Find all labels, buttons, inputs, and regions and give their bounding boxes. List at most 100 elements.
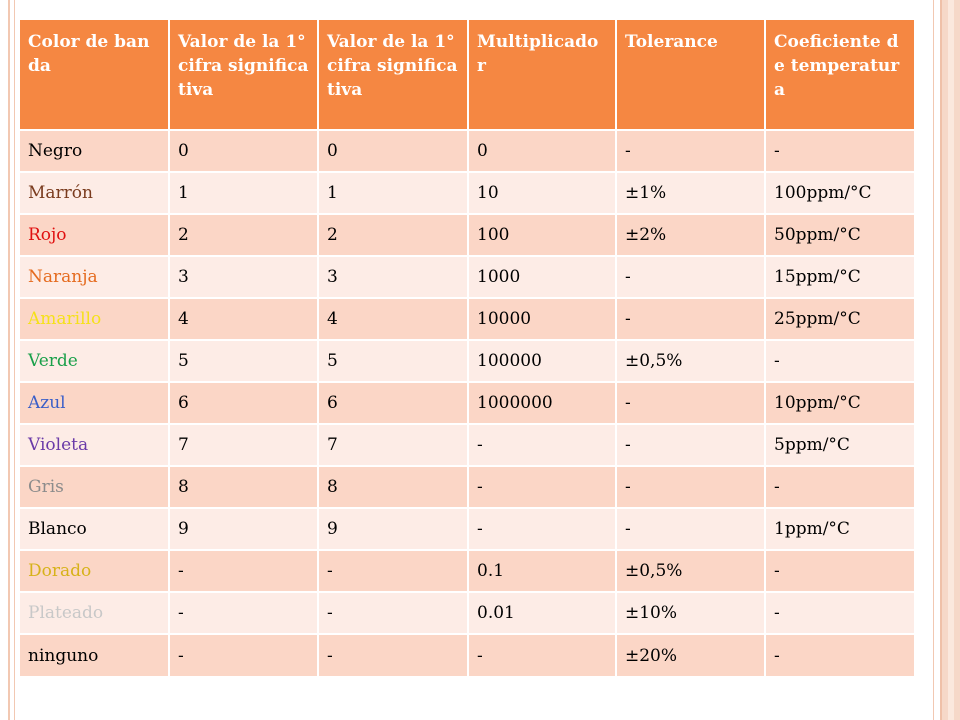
- cell-second-digit: 3: [318, 255, 469, 298]
- cell-second-digit: -: [318, 591, 469, 634]
- cell-first-digit: 3: [169, 255, 319, 298]
- cell-first-digit: 8: [169, 465, 319, 508]
- cell-second-digit: 6: [318, 381, 469, 424]
- cell-color-name: Negro: [20, 129, 170, 172]
- cell-first-digit: 6: [169, 381, 319, 424]
- cell-tolerance: -: [616, 381, 766, 424]
- cell-first-digit: 2: [169, 213, 319, 256]
- header-second-digit: Valor de la 1°cifra significativa: [318, 20, 469, 130]
- cell-color-name: Naranja: [20, 255, 170, 298]
- table-header-row: Color de banda Valor de la 1°cifra signi…: [20, 20, 914, 130]
- cell-multiplier: 10000: [468, 297, 617, 340]
- cell-second-digit: -: [318, 633, 469, 676]
- cell-multiplier: 0.1: [468, 549, 617, 592]
- cell-color-name: Violeta: [20, 423, 170, 466]
- cell-color-name: Blanco: [20, 507, 170, 550]
- table-row: Dorado - -0.1 ±0,5% -: [20, 549, 914, 592]
- cell-color-name: Gris: [20, 465, 170, 508]
- cell-tolerance: ±2%: [616, 213, 766, 256]
- table-row: Negro 0 0 0- -: [20, 129, 914, 172]
- cell-temp-coefficient: -: [765, 591, 914, 634]
- cell-second-digit: 2: [318, 213, 469, 256]
- cell-multiplier: 0.01: [468, 591, 617, 634]
- cell-first-digit: -: [169, 549, 319, 592]
- cell-first-digit: 0: [169, 129, 319, 172]
- cell-second-digit: 8: [318, 465, 469, 508]
- cell-temp-coefficient: 5ppm/°C: [765, 423, 914, 466]
- cell-temp-coefficient: -: [765, 129, 914, 172]
- cell-second-digit: 5: [318, 339, 469, 382]
- cell-temp-coefficient: -: [765, 465, 914, 508]
- cell-tolerance: ±0,5%: [616, 339, 766, 382]
- cell-color-name: Amarillo: [20, 297, 170, 340]
- cell-color-name: Rojo: [20, 213, 170, 256]
- table-row: ninguno - - - ±20% -: [20, 633, 914, 676]
- cell-multiplier: -: [468, 423, 617, 466]
- cell-tolerance: -: [616, 507, 766, 550]
- table-row: Violeta 7 7- -5ppm/°C: [20, 423, 914, 466]
- cell-temp-coefficient: 50ppm/°C: [765, 213, 914, 256]
- cell-temp-coefficient: 1ppm/°C: [765, 507, 914, 550]
- header-first-digit: Valor de la 1°cifra significativa: [169, 20, 319, 130]
- cell-temp-coefficient: 15ppm/°C: [765, 255, 914, 298]
- cell-second-digit: -: [318, 549, 469, 592]
- cell-color-name: Dorado: [20, 549, 170, 592]
- cell-tolerance: ±0,5%: [616, 549, 766, 592]
- cell-first-digit: 9: [169, 507, 319, 550]
- cell-tolerance: ±1%: [616, 171, 766, 214]
- cell-tolerance: -: [616, 297, 766, 340]
- cell-first-digit: 5: [169, 339, 319, 382]
- cell-first-digit: -: [169, 633, 319, 676]
- cell-temp-coefficient: 25ppm/°C: [765, 297, 914, 340]
- slide-frame-inner: [14, 0, 934, 720]
- cell-tolerance: -: [616, 255, 766, 298]
- header-tolerance: Tolerance: [616, 20, 766, 130]
- table-row: Gris 8 8- - -: [20, 465, 914, 508]
- cell-temp-coefficient: -: [765, 633, 914, 676]
- table-row: Rojo 2 2 100 ±2% 50ppm/°C: [20, 213, 914, 256]
- cell-multiplier: 100000: [468, 339, 617, 382]
- cell-color-name: Marrón: [20, 171, 170, 214]
- header-multiplier: Multiplicador: [468, 20, 617, 130]
- cell-tolerance: -: [616, 129, 766, 172]
- table-body: Negro 0 0 0- - Marrón 1 1 10 ±1% 100ppm/°C Rojo 2 2 10…: [20, 129, 914, 676]
- cell-multiplier: 1000000: [468, 381, 617, 424]
- table-row: Verde 5 5 100000 ±0,5% -: [20, 339, 914, 382]
- resistor-color-code-table: Color de banda Valor de la 1°cifra signi…: [20, 20, 914, 676]
- header-temp-coefficient: Coeficiente de temperatura: [765, 20, 914, 130]
- cell-tolerance: -: [616, 423, 766, 466]
- cell-first-digit: 7: [169, 423, 319, 466]
- cell-multiplier: 1000: [468, 255, 617, 298]
- cell-multiplier: 10: [468, 171, 617, 214]
- cell-multiplier: -: [468, 465, 617, 508]
- decorative-side-rail: [940, 0, 960, 720]
- cell-first-digit: 4: [169, 297, 319, 340]
- cell-second-digit: 1: [318, 171, 469, 214]
- header-color-de-banda: Color de banda: [20, 20, 170, 130]
- cell-first-digit: -: [169, 591, 319, 634]
- cell-first-digit: 1: [169, 171, 319, 214]
- cell-second-digit: 4: [318, 297, 469, 340]
- cell-temp-coefficient: -: [765, 549, 914, 592]
- cell-multiplier: 0: [468, 129, 617, 172]
- cell-color-name: Plateado: [20, 591, 170, 634]
- table-row: Azul 6 6 1000000-10ppm/°C: [20, 381, 914, 424]
- cell-temp-coefficient: -: [765, 339, 914, 382]
- cell-color-name: Verde: [20, 339, 170, 382]
- table-row: Amarillo 4 4 10000-25ppm/°C: [20, 297, 914, 340]
- table-row: Blanco 9 9- -1ppm/°C: [20, 507, 914, 550]
- cell-second-digit: 7: [318, 423, 469, 466]
- cell-temp-coefficient: 100ppm/°C: [765, 171, 914, 214]
- cell-multiplier: -: [468, 507, 617, 550]
- cell-tolerance: -: [616, 465, 766, 508]
- cell-second-digit: 0: [318, 129, 469, 172]
- cell-color-name: Azul: [20, 381, 170, 424]
- table-row: Naranja 3 3 1000-15ppm/°C: [20, 255, 914, 298]
- cell-tolerance: ±20%: [616, 633, 766, 676]
- table-row: Marrón 1 1 10 ±1% 100ppm/°C: [20, 171, 914, 214]
- cell-multiplier: -: [468, 633, 617, 676]
- cell-second-digit: 9: [318, 507, 469, 550]
- cell-multiplier: 100: [468, 213, 617, 256]
- table-row: Plateado - -0.01 ±10% -: [20, 591, 914, 634]
- cell-temp-coefficient: 10ppm/°C: [765, 381, 914, 424]
